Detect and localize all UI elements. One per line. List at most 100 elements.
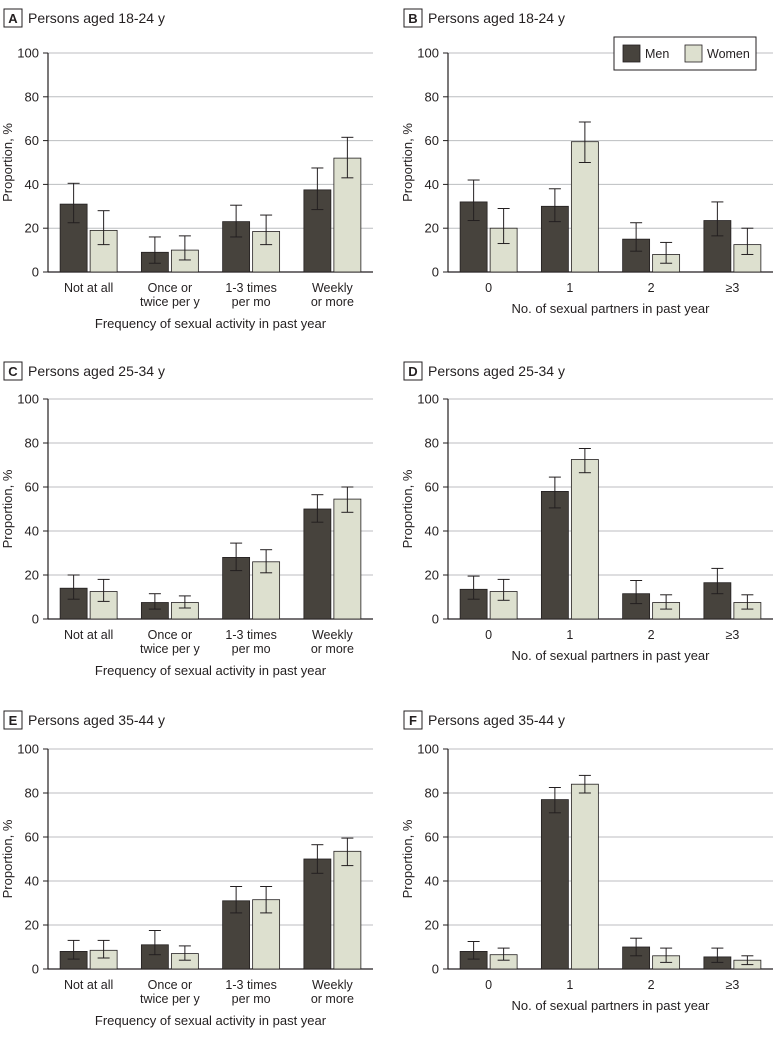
y-tick-label: 60: [25, 480, 39, 495]
x-tick-label: or more: [311, 642, 354, 656]
panel-letter: D: [408, 364, 417, 379]
y-tick-label: 80: [425, 786, 439, 801]
x-tick-label: twice per y: [140, 992, 200, 1006]
y-tick-label: 20: [25, 568, 39, 583]
y-tick-label: 80: [25, 89, 39, 104]
x-tick-label: Weekly: [312, 281, 354, 295]
x-tick-label: 1: [566, 978, 573, 992]
y-tick-label: 80: [25, 436, 39, 451]
y-tick-label: 80: [425, 89, 439, 104]
bar-women: [570, 141, 599, 273]
x-axis-title: No. of sexual partners in past year: [512, 998, 711, 1013]
y-axis-title: Proportion, %: [400, 469, 415, 548]
y-axis-title: Proportion, %: [0, 469, 15, 548]
x-tick-label: 1-3 times: [225, 978, 276, 992]
panel-title: Persons aged 35-44 y: [28, 712, 165, 728]
y-tick-label: 0: [32, 612, 39, 627]
y-tick-label: 60: [25, 830, 39, 845]
legend-swatch-women: [684, 44, 703, 63]
y-tick-label: 0: [32, 962, 39, 977]
y-tick-label: 0: [432, 612, 439, 627]
panel-letter-box: [403, 710, 423, 730]
chart-panel-e: E Persons aged 35-44 y 0 20 40 60 80 100 Proport…: [0, 710, 373, 1028]
chart-panel-b: B Persons aged 18-24 y020406080100Proport…: [400, 8, 773, 316]
y-tick-label: 0: [32, 265, 39, 280]
y-tick-label: 100: [17, 392, 39, 407]
panel-title: Persons aged 25-34 y: [428, 363, 565, 379]
panel-title: Persons aged 18-24 y: [28, 10, 165, 26]
legend-swatch-men: [622, 44, 641, 63]
y-tick-label: 40: [425, 874, 439, 889]
chart-panel-a: A Persons aged 18-24 y 0 20 40 60 80 100 Proport…: [0, 8, 373, 331]
panel-letter-box: [403, 8, 423, 28]
bar-men: [303, 508, 332, 620]
bar-women: [333, 498, 362, 620]
panel-letter: E: [9, 713, 18, 728]
x-tick-label: or more: [311, 992, 354, 1006]
bar-men: [540, 490, 569, 620]
x-tick-label: per mo: [232, 992, 271, 1006]
x-tick-label: 1: [566, 281, 573, 295]
x-tick-label: Not at all: [64, 628, 113, 642]
y-tick-label: 40: [25, 177, 39, 192]
legend-label-women: Women: [707, 47, 750, 61]
x-tick-label: Once or: [148, 628, 192, 642]
y-tick-label: 100: [417, 46, 439, 61]
x-tick-label: Not at all: [64, 281, 113, 295]
x-tick-label: Weekly: [312, 628, 354, 642]
panel-letter: A: [8, 11, 18, 26]
x-tick-label: 2: [648, 978, 655, 992]
x-axis-title: Frequency of sexual activity in past yea…: [95, 316, 327, 331]
y-tick-label: 40: [425, 524, 439, 539]
x-tick-label: or more: [311, 295, 354, 309]
x-tick-label: ≥3: [725, 978, 739, 992]
y-tick-label: 20: [425, 221, 439, 236]
chart-panel-f: F Persons aged 35-44 y 0 20 40 60 80 100 Proport…: [400, 710, 773, 1013]
x-tick-label: per mo: [232, 642, 271, 656]
x-tick-label: Once or: [148, 281, 192, 295]
panel-letter-box: [3, 710, 23, 730]
y-axis-title: Proportion, %: [0, 123, 15, 202]
y-tick-label: 0: [432, 962, 439, 977]
panel-letter-box: [3, 361, 23, 381]
y-tick-label: 100: [17, 46, 39, 61]
y-axis-title: Proportion, %: [400, 123, 415, 202]
x-axis-title: No. of sexual partners in past year: [512, 648, 711, 663]
y-axis-title: Proportion, %: [400, 819, 415, 898]
y-tick-label: 60: [25, 133, 39, 148]
x-tick-label: per mo: [232, 295, 271, 309]
bar-men: [59, 203, 88, 273]
y-tick-label: 40: [25, 874, 39, 889]
x-tick-label: 0: [485, 628, 492, 642]
x-tick-label: Weekly: [312, 978, 354, 992]
x-axis-title: Frequency of sexual activity in past yea…: [95, 1013, 327, 1028]
y-tick-label: 40: [425, 177, 439, 192]
panel-title: Persons aged 25-34 y: [28, 363, 165, 379]
bar-women: [333, 850, 362, 970]
x-tick-label: 2: [648, 281, 655, 295]
y-tick-label: 40: [25, 524, 39, 539]
y-tick-label: 0: [432, 265, 439, 280]
panel-letter: F: [409, 713, 417, 728]
x-tick-label: 1-3 times: [225, 281, 276, 295]
x-tick-label: twice per y: [140, 295, 200, 309]
y-tick-label: 20: [425, 918, 439, 933]
x-axis-title: No. of sexual partners in past year: [512, 301, 711, 316]
x-tick-label: ≥3: [725, 628, 739, 642]
panel-letter: B: [408, 11, 417, 26]
bar-men: [303, 858, 332, 970]
y-tick-label: 60: [425, 830, 439, 845]
bar-women: [570, 783, 599, 970]
panel-letter-box: [403, 361, 423, 381]
x-tick-label: twice per y: [140, 642, 200, 656]
y-axis-title: Proportion, %: [0, 819, 15, 898]
y-tick-label: 80: [425, 436, 439, 451]
y-tick-label: 100: [417, 742, 439, 757]
bar-men: [540, 799, 569, 970]
panel-letter-box: [3, 8, 23, 28]
panel-title: Persons aged 35-44 y: [428, 712, 565, 728]
x-tick-label: Once or: [148, 978, 192, 992]
y-tick-label: 100: [17, 742, 39, 757]
y-tick-label: 60: [425, 480, 439, 495]
